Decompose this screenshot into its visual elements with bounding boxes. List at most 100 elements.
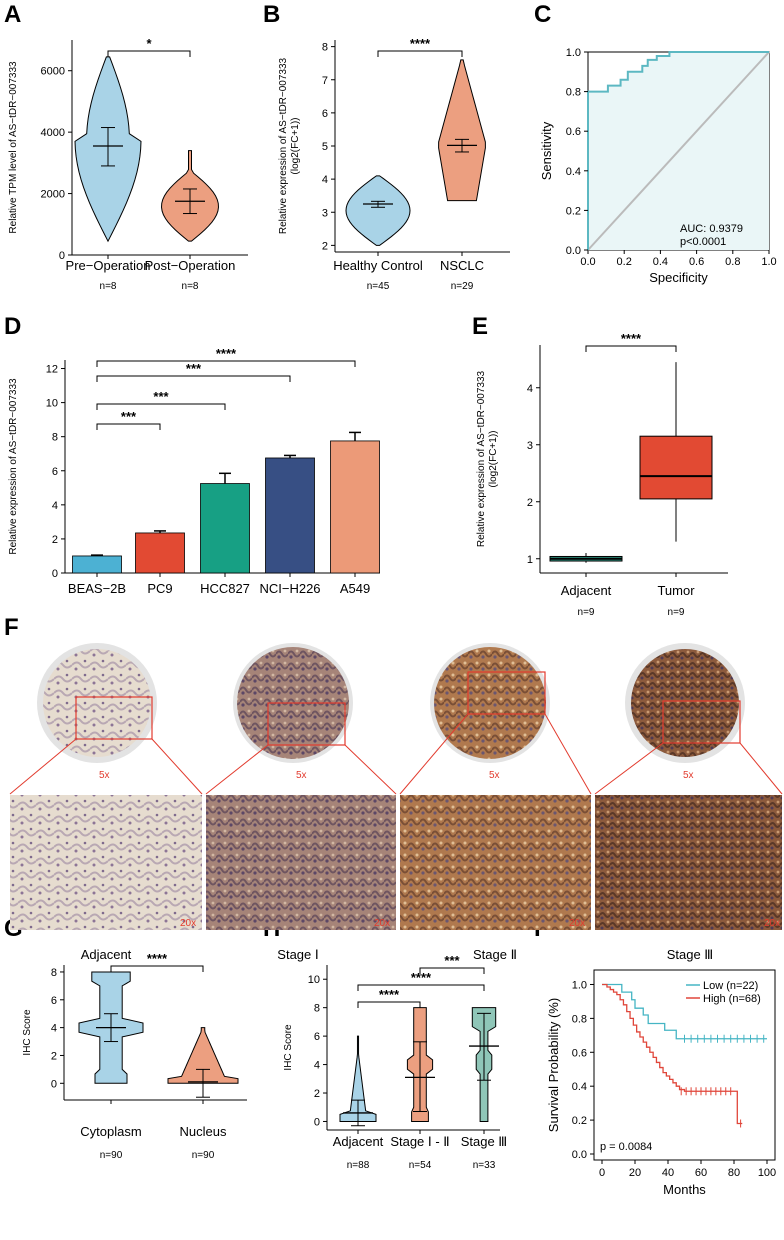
panel-label-c: C: [534, 1, 551, 28]
violin-0: [345, 175, 411, 246]
violin-1: [438, 59, 486, 202]
y-tick-label: 2: [314, 1088, 320, 1100]
y-axis-label: Sensitivity: [539, 121, 554, 180]
category-label: Adjacent: [333, 1134, 384, 1149]
mag-label-20x: 20x: [180, 918, 196, 929]
box: [639, 435, 713, 500]
panel-label-d: D: [4, 313, 21, 340]
x-tick-label: 0: [599, 1167, 605, 1179]
significance-label: ***: [121, 409, 137, 424]
y-tick-label: 0: [59, 250, 65, 262]
mag-label-20x: 20x: [764, 918, 780, 929]
significance-label: ****: [410, 36, 431, 51]
y-tick-label: 0: [52, 568, 58, 580]
y-tick-label: 0.6: [566, 126, 581, 138]
y-axis-label-unit: (log2(FC+1)): [290, 118, 301, 175]
chart-b: 2 3 4 5 6 7 8 Relative expression of AS−tDR−007…: [278, 36, 510, 292]
category-label: A549: [340, 581, 370, 596]
bar: [135, 532, 185, 574]
y-axis-label: Relative expression of AS−tDR−007333: [8, 378, 19, 555]
category-label: Tumor: [657, 583, 695, 598]
y-tick-label: 1.0: [566, 47, 581, 59]
ihc-zoom-stage-1: [206, 795, 396, 930]
significance-label: *: [146, 36, 152, 51]
chart-e-box: 1 2 3 4 Relative expression of AS−tDR−007333…: [476, 331, 728, 618]
tma-core-stage-2: [430, 643, 550, 763]
zoom-box-stage-2: [467, 671, 546, 715]
x-tick-label: 0.0: [580, 256, 595, 268]
significance-bracket: [357, 984, 485, 991]
chart-g: 0 2 4 6 8 IHC Score Cytoplasm n=90 Nucleus n=90 **…: [22, 951, 247, 1161]
panel-label-e: E: [472, 313, 488, 340]
significance-label: ****: [216, 346, 237, 361]
ihc-zoom-stage-2: [400, 795, 591, 930]
category-label: Post−Operation: [145, 258, 236, 273]
category-label: Pre−Operation: [66, 258, 151, 273]
x-tick-label: 0.2: [617, 256, 632, 268]
sample-size-label: n=45: [367, 281, 390, 292]
p-value-annotation: p = 0.0084: [600, 1141, 652, 1153]
y-tick-label: 2: [527, 497, 533, 509]
sample-size-label: n=9: [668, 607, 685, 618]
legend-label: High (n=68): [703, 993, 761, 1005]
zoom-box-stage-3: [662, 700, 741, 744]
y-tick-label: 4: [314, 1060, 320, 1072]
y-tick-label: 0.6: [572, 1047, 587, 1059]
mag-label-20x: 20x: [374, 918, 390, 929]
significance-label: ***: [153, 389, 169, 404]
p-value-annotation: p<0.0001: [680, 236, 726, 248]
y-tick-label: 1: [527, 554, 533, 566]
bar: [265, 457, 315, 574]
ihc-caption-adjacent: Adjacent: [81, 947, 132, 962]
ihc-panel: 5x 5x 5x 5x 20x 20x 20x 20x Adjacent Sta…: [9, 643, 783, 962]
mag-label-5x: 5x: [296, 770, 307, 781]
x-axis-label: Months: [663, 1182, 706, 1197]
sample-size-label: n=90: [192, 1150, 215, 1161]
y-tick-label: 10: [308, 974, 320, 986]
category-label: Stage Ⅰ - Ⅱ: [390, 1134, 449, 1149]
y-tick-label: 6: [314, 1031, 320, 1043]
y-tick-label: 8: [314, 1003, 320, 1015]
y-tick-label: 0.8: [566, 87, 581, 99]
significance-label: ****: [147, 951, 168, 966]
y-tick-label: 0.2: [566, 205, 581, 217]
sample-size-label: n=8: [100, 281, 117, 292]
ihc-caption-stage-2: Stage Ⅱ: [473, 947, 517, 962]
y-axis-label: Relative expression of AS−tDR−007333: [278, 57, 289, 234]
y-tick-label: 2000: [41, 189, 65, 201]
x-axis-label: Specificity: [649, 270, 708, 285]
y-axis-label: Relative TPM level of AS−tDR−007333: [8, 61, 19, 234]
y-axis-label: IHC Score: [283, 1024, 294, 1071]
mag-label-20x: 20x: [569, 918, 585, 929]
mag-label-5x: 5x: [489, 770, 500, 781]
category-label: PC9: [147, 581, 172, 596]
x-tick-label: 0.4: [653, 256, 668, 268]
x-tick-label: 0.8: [725, 256, 740, 268]
bar: [72, 555, 122, 574]
zoom-box-stage-1: [267, 702, 346, 746]
sample-size-label: n=29: [451, 281, 474, 292]
chart-a: 0 2000 4000 6000 Relative TPM level of AS−tD…: [8, 36, 248, 292]
x-tick-label: 1.0: [761, 256, 776, 268]
significance-bracket: [419, 967, 485, 974]
x-tick-label: 100: [758, 1167, 776, 1179]
category-label: NSCLC: [440, 258, 484, 273]
mag-label-5x: 5x: [99, 770, 110, 781]
significance-bracket: [585, 345, 677, 352]
survival-curve: [602, 983, 743, 1125]
significance-label: ****: [379, 987, 400, 1002]
auc-annotation: AUC: 0.9379: [680, 223, 743, 235]
reference-line: [587, 51, 770, 251]
category-label: Adjacent: [561, 583, 612, 598]
significance-bracket: [110, 965, 204, 972]
y-tick-label: 0.0: [566, 245, 581, 257]
bar: [330, 440, 380, 574]
y-tick-label: 0: [314, 1116, 320, 1128]
y-tick-label: 4: [51, 1023, 57, 1035]
x-tick-label: 40: [662, 1167, 674, 1179]
y-tick-label: 2: [322, 240, 328, 252]
y-tick-label: 0.4: [572, 1081, 587, 1093]
significance-bracket: [96, 360, 356, 367]
y-axis-label: Survival Probability (%): [546, 998, 561, 1132]
y-tick-label: 3: [322, 207, 328, 219]
